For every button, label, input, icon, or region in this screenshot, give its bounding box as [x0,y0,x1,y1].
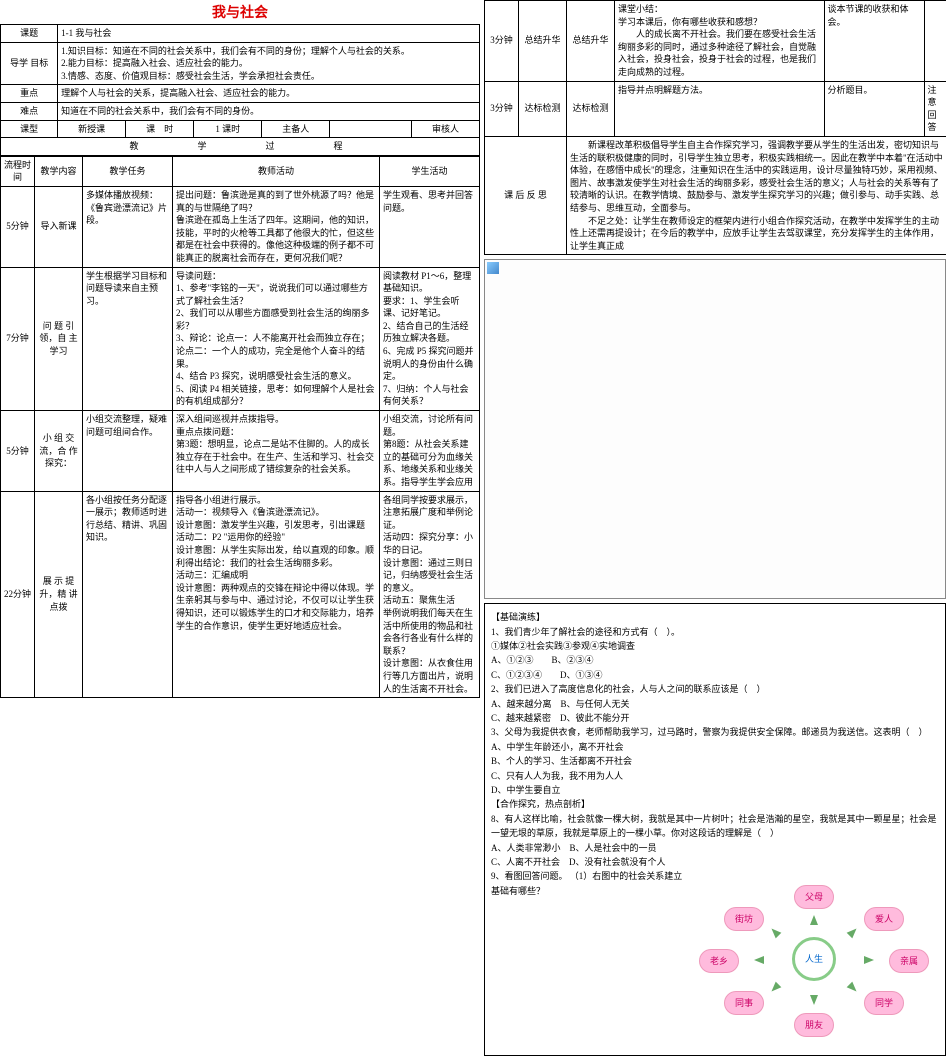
process-header: 教 学 过 程 [1,138,480,156]
arrow-icon [810,915,818,925]
arrow-icon [864,956,874,964]
reflect-label: 课 后 反 思 [485,136,567,254]
table-row: 3分钟 达标检测 达标检测 指导并点明解题方法。 分析题目。 注意 回答 [485,81,947,136]
outer-node: 同事 [724,991,764,1015]
ex-header: 【基础演练】 [491,610,939,624]
cell: 深入组间巡视并点拨指导。 重点点拨问题： 第3题：想明显，论点二是站不住脚的。人… [173,411,380,492]
cell: 指导各小组进行展示。 活动一：视频导入《鲁滨逊漂流记》。 设计意图：激发学生兴趣… [173,491,380,698]
cell: 导读问题： 1、参考"李铭的一天"，说说我们可以通过哪些方式了解社会生活？ 2、… [173,267,380,411]
lesson-header-table: 课题1-1 我与社会 导学 目标1.知识目标：知道在不同的社会关系中，我们会有不… [0,24,480,156]
cell: 3分钟 [485,1,519,82]
table-row: 7分钟 问 题 引 领，自 主 学习 学生根据学习目标和问题导读来自主预习。 导… [1,267,480,411]
outer-node: 亲属 [889,949,929,973]
cell: 小组交流整理，疑难问题可组间合作。 [83,411,173,492]
cell: 指导并点明解题方法。 [615,81,825,136]
arrow-icon [754,956,764,964]
arrow-icon [847,926,860,939]
ex-item: 2、我们已进入了高度信息化的社会，人与人之间的联系应该是（ ） A、越来越分离 … [491,682,939,725]
image-placeholder [484,259,946,599]
cell [924,1,946,82]
ex-item: 3、父母为我提供衣食，老师帮助我学习，过马路时，警察为我提供安全保障。邮递员为我… [491,725,939,797]
cell: 注意 回答 [924,81,946,136]
cell: 谈本节课的收获和体会。 [824,1,924,82]
arrow-icon [769,982,782,995]
table-row: 22分钟 展 示 提 升，精 讲 点拨 各小组按任务分配逐一展示；教师适时进行总… [1,491,480,698]
cell: 展 示 提 升，精 讲 点拨 [35,491,83,698]
right-table: 3分钟 总结升华 总结升华 课堂小结： 学习本课后，你有哪些收获和感想？ 人的成… [484,0,946,255]
cell: 各小组按任务分配逐一展示；教师适时进行总结、精讲、巩固知识。 [83,491,173,698]
cell: 导入新课 [35,186,83,267]
cell: 22分钟 [1,491,35,698]
table-row: 3分钟 总结升华 总结升华 课堂小结： 学习本课后，你有哪些收获和感想？ 人的成… [485,1,947,82]
ex-item: 9、看图回答问题。 （1）右图中的社会关系建立基础有哪些？ [491,869,689,1049]
period-label: 课 时 [126,120,194,138]
key-label: 重点 [1,85,58,103]
arrow-icon [769,926,782,939]
cell: 小 组 交 流，合 作 探究： [35,411,83,492]
ex-item: 8、有人这样比喻，社会就像一棵大树，我就是其中一片树叶；社会是浩瀚的星空，我就是… [491,812,939,870]
table-row: 5分钟 导入新课 多媒体播放视频：《鲁宾逊漂流记》片段。 提出问题：鲁滨逊是真的… [1,186,480,267]
key-value: 理解个人与社会的关系，提高融入社会、适应社会的能力。 [58,85,480,103]
cell: 5分钟 [1,186,35,267]
table-row: 课 后 反 思 新课程改革积极倡导学生自主合作探究学习，强调教学要从学生的生活出… [485,136,947,254]
outer-node: 爱人 [864,907,904,931]
diff-label: 难点 [1,102,58,120]
cell: 总结升华 [519,1,567,82]
col-student: 学生活动 [380,156,480,186]
table-row: 5分钟 小 组 交 流，合 作 探究： 小组交流整理，疑难问题可组间合作。 深入… [1,411,480,492]
exercises-panel: 【基础演练】 1、我们青少年了解社会的途径和方式有（ ）。 ①媒体②社会实践③参… [484,603,946,1056]
cell: 学生根据学习目标和问题导读来自主预习。 [83,267,173,411]
cell: 小组交流，讨论所有问题。 第8题：从社会关系建立的基础可分为血缘关系、地缘关系和… [380,411,480,492]
col-time: 流程时 间 [1,156,35,186]
cell: 分析题目。 [824,81,924,136]
co-header: 【合作探究，热点剖析】 [491,797,939,811]
page-title: 我与社会 [0,0,480,24]
cell: 总结升华 [567,1,615,82]
cell: 问 题 引 领，自 主 学习 [35,267,83,411]
cell: 3分钟 [485,81,519,136]
cell: 各组同学按要求展示，注意拓展广度和举例论证。 活动四：探究分享：小华的日记。 设… [380,491,480,698]
outer-node: 老乡 [699,949,739,973]
cell: 达标检测 [519,81,567,136]
broken-image-icon [487,262,499,274]
goal-label: 导学 目标 [1,42,58,85]
topic-value: 1-1 我与社会 [58,25,480,43]
cell: 阅读教材 P1～6，整理基础知识。 要求：1、学生会听课、记好笔记。 2、结合自… [380,267,480,411]
cell: 学生观看、思考并回答问题。 [380,186,480,267]
outer-node: 同学 [864,991,904,1015]
col-teacher: 教师活动 [173,156,380,186]
center-node: 人生 [792,937,836,981]
prepare-value [330,120,412,138]
review-label: 审核人 [411,120,479,138]
type-label: 课型 [1,120,58,138]
relationship-diagram: 人生 父母 爱人 亲属 同学 朋友 同事 老乡 街坊 [689,879,939,1039]
cell: 7分钟 [1,267,35,411]
cell: 多媒体播放视频：《鲁宾逊漂流记》片段。 [83,186,173,267]
arrow-icon [810,995,818,1005]
type-value: 新授课 [58,120,126,138]
outer-node: 朋友 [794,1013,834,1037]
period-value: 1 课时 [194,120,262,138]
outer-node: 街坊 [724,907,764,931]
prepare-label: 主备人 [262,120,330,138]
outer-node: 父母 [794,885,834,909]
arrow-icon [847,982,860,995]
cell: 课堂小结： 学习本课后，你有哪些收获和感想？ 人的成长离不开社会。我们要在感受社… [615,1,825,82]
col-content: 教学内容 [35,156,83,186]
reflect-value: 新课程改革积极倡导学生自主合作探究学习，强调教学要从学生的生活出发，密切知识与生… [567,136,947,254]
process-table: 流程时 间 教学内容 教学任务 教师活动 学生活动 5分钟 导入新课 多媒体播放… [0,156,480,698]
cell: 达标检测 [567,81,615,136]
cell: 提出问题：鲁滨逊是真的到了世外桃源了吗？他是真的与世隔绝了吗？ 鲁滨逊在孤岛上生… [173,186,380,267]
ex-item: 1、我们青少年了解社会的途径和方式有（ ）。 ①媒体②社会实践③参观④实地调查 … [491,625,939,683]
topic-label: 课题 [1,25,58,43]
diff-value: 知道在不同的社会关系中，我们会有不同的身份。 [58,102,480,120]
cell: 5分钟 [1,411,35,492]
col-task: 教学任务 [83,156,173,186]
goal-value: 1.知识目标：知道在不同的社会关系中，我们会有不同的身份；理解个人与社会的关系。… [58,42,480,85]
